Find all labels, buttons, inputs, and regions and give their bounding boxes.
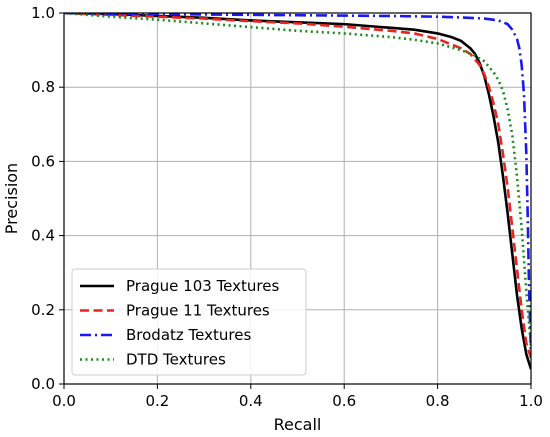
legend-label-prague-11-textures: Prague 11 Textures bbox=[126, 302, 270, 320]
legend-label-brodatz-textures: Brodatz Textures bbox=[126, 326, 251, 344]
legend-box bbox=[71, 268, 307, 376]
plot-frame bbox=[63, 12, 532, 385]
x-tick-label: 1.0 bbox=[519, 392, 543, 410]
x-tick-label: 0.8 bbox=[426, 392, 450, 410]
y-axis-label: Precision bbox=[2, 163, 21, 234]
y-tick-label: 0.8 bbox=[31, 78, 55, 96]
legend-label-prague-103-textures: Prague 103 Textures bbox=[126, 277, 279, 295]
x-tick-label: 0.0 bbox=[52, 392, 76, 410]
y-tick-label: 0.6 bbox=[31, 152, 55, 170]
legend-label-dtd-textures: DTD Textures bbox=[126, 351, 226, 369]
series-line-brodatz-textures bbox=[64, 13, 531, 355]
y-axis-ticks: 0.0 0.2 0.4 0.6 0.8 1.0 bbox=[31, 4, 64, 393]
y-tick-label: 1.0 bbox=[31, 4, 55, 22]
series-line-prague-11-textures bbox=[64, 13, 531, 359]
x-tick-label: 0.6 bbox=[332, 392, 356, 410]
y-tick-label: 0.0 bbox=[31, 375, 55, 393]
y-tick-label: 0.2 bbox=[31, 301, 55, 319]
x-tick-label: 0.4 bbox=[239, 392, 263, 410]
x-tick-label: 0.2 bbox=[145, 392, 169, 410]
legend: Prague 103 Textures Prague 11 Textures Bro… bbox=[71, 268, 307, 376]
series-layer bbox=[64, 13, 531, 370]
x-axis-label: Recall bbox=[274, 415, 322, 434]
x-axis-ticks: 0.0 0.2 0.4 0.6 0.8 1.0 bbox=[52, 384, 543, 410]
y-tick-label: 0.4 bbox=[31, 227, 55, 245]
